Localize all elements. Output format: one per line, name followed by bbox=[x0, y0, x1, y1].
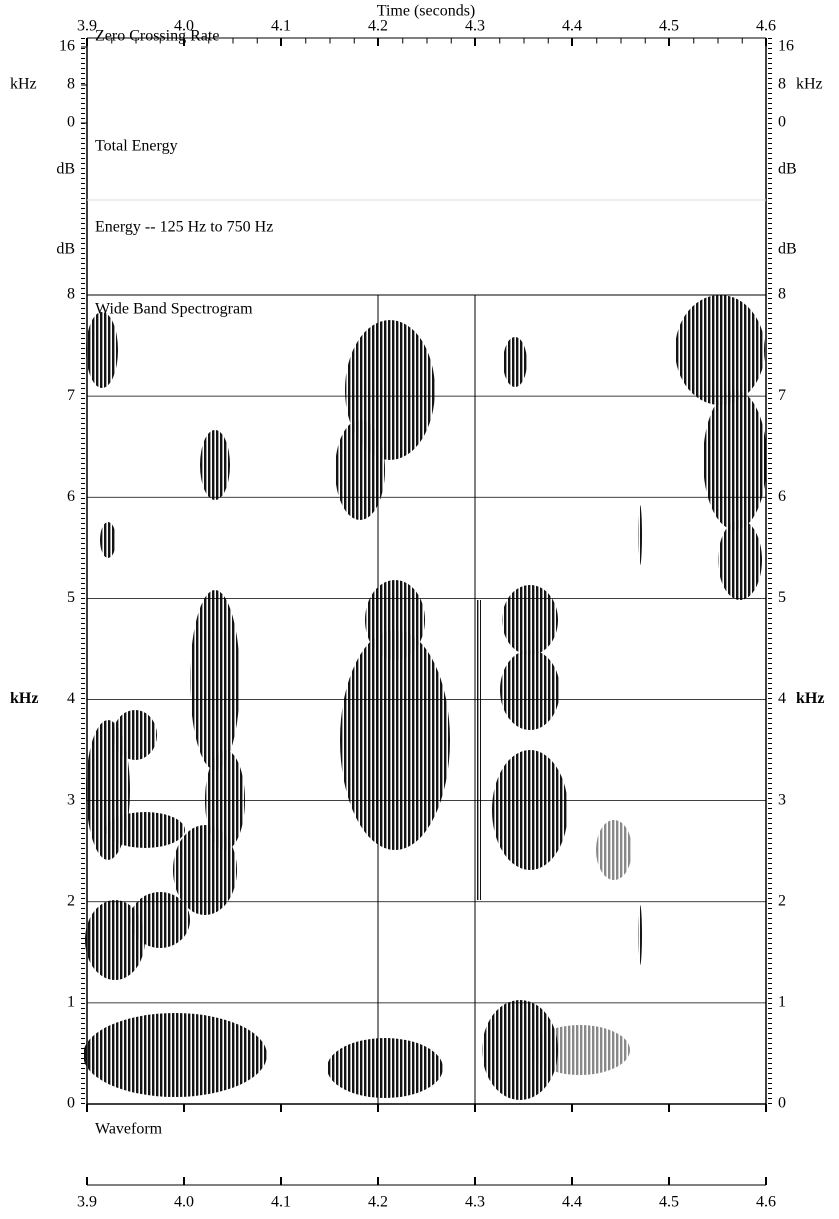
x-tick-label: 4.2 bbox=[368, 1194, 388, 1211]
y-tick-label: 2 bbox=[778, 892, 786, 909]
unit-label: kHz bbox=[796, 76, 823, 93]
spectrogram-texture bbox=[83, 295, 767, 1100]
x-axis-title: Time (seconds) bbox=[377, 3, 476, 20]
y-tick-label: 8 bbox=[67, 286, 75, 303]
y-tick-label: 7 bbox=[67, 387, 75, 404]
y-tick-label: 3 bbox=[67, 791, 75, 808]
y-tick-label: 16 bbox=[778, 38, 794, 55]
y-tick-label: 7 bbox=[778, 387, 786, 404]
x-tick-label: 4.1 bbox=[271, 1194, 291, 1211]
x-tick-label: 4.3 bbox=[465, 18, 485, 35]
y-tick-label: 0 bbox=[778, 1095, 786, 1112]
x-tick-label: 4.4 bbox=[562, 1194, 582, 1211]
panel-title: Zero Crossing Rate bbox=[95, 28, 219, 45]
x-tick-label: 3.9 bbox=[77, 1194, 97, 1211]
x-tick-label: 4.6 bbox=[756, 18, 776, 35]
y-tick-label: 8 bbox=[778, 76, 786, 93]
panel-title: Energy -- 125 Hz to 750 Hz bbox=[95, 219, 273, 236]
x-tick-label: 4.0 bbox=[174, 18, 194, 35]
y-tick-label: 1 bbox=[778, 994, 786, 1011]
unit-label: kHz bbox=[10, 690, 38, 707]
y-tick-label: 0 bbox=[67, 114, 75, 131]
y-tick-label: 3 bbox=[778, 791, 786, 808]
x-tick-label: 4.3 bbox=[465, 1194, 485, 1211]
y-tick-label: 8 bbox=[67, 76, 75, 93]
unit-label: dB bbox=[778, 161, 797, 178]
x-tick-label: 4.4 bbox=[562, 18, 582, 35]
y-tick-label: 5 bbox=[778, 589, 786, 606]
y-tick-label: 4 bbox=[67, 690, 75, 707]
y-tick-label: 0 bbox=[67, 1095, 75, 1112]
unit-label: dB bbox=[778, 241, 797, 258]
panel-title: Waveform bbox=[95, 1121, 163, 1138]
y-tick-label: 8 bbox=[778, 286, 786, 303]
x-tick-label: 4.0 bbox=[174, 1194, 194, 1211]
y-tick-label: 6 bbox=[778, 488, 786, 505]
y-tick-label: 0 bbox=[778, 114, 786, 131]
x-tick-label: 4.5 bbox=[659, 18, 679, 35]
y-tick-label: 4 bbox=[778, 690, 786, 707]
y-tick-label: 6 bbox=[67, 488, 75, 505]
y-tick-label: 16 bbox=[59, 38, 75, 55]
y-tick-label: 1 bbox=[67, 994, 75, 1011]
x-tick-label: 4.1 bbox=[271, 18, 291, 35]
y-tick-label: 5 bbox=[67, 589, 75, 606]
unit-label: kHz bbox=[10, 76, 37, 93]
x-tick-label: 4.6 bbox=[756, 1194, 776, 1211]
unit-label: kHz bbox=[796, 690, 824, 707]
x-tick-label: 3.9 bbox=[77, 18, 97, 35]
unit-label: dB bbox=[56, 241, 75, 258]
x-tick-label: 4.5 bbox=[659, 1194, 679, 1211]
panel-title: Total Energy bbox=[95, 138, 178, 155]
y-tick-label: 2 bbox=[67, 892, 75, 909]
panel-title: Wide Band Spectrogram bbox=[95, 301, 253, 318]
x-tick-label: 4.2 bbox=[368, 18, 388, 35]
unit-label: dB bbox=[56, 161, 75, 178]
